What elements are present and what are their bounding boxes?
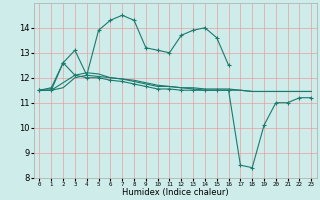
X-axis label: Humidex (Indice chaleur): Humidex (Indice chaleur)	[122, 188, 229, 197]
